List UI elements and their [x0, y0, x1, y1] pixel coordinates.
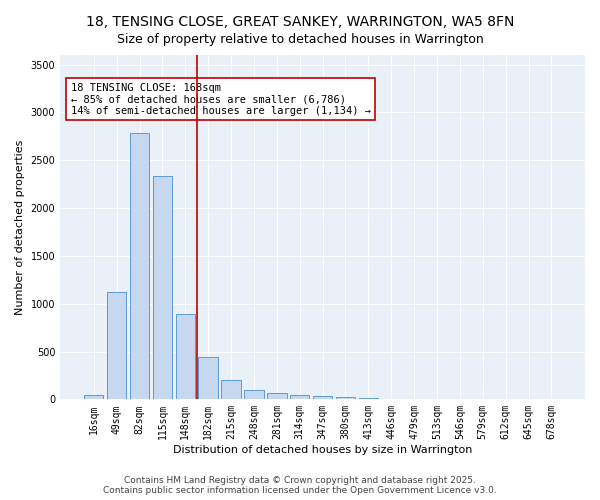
Bar [221, 380, 241, 400]
Text: 18 TENSING CLOSE: 168sqm
← 85% of detached houses are smaller (6,786)
14% of sem: 18 TENSING CLOSE: 168sqm ← 85% of detach… [71, 82, 371, 116]
Bar [152, 176, 172, 400]
Bar [336, 398, 355, 400]
Bar [290, 394, 310, 400]
Bar [199, 357, 218, 400]
Bar [244, 390, 263, 400]
Bar [359, 398, 378, 400]
Bar [130, 134, 149, 400]
Text: Contains HM Land Registry data © Crown copyright and database right 2025.
Contai: Contains HM Land Registry data © Crown c… [103, 476, 497, 495]
Text: Size of property relative to detached houses in Warrington: Size of property relative to detached ho… [116, 32, 484, 46]
Bar [107, 292, 127, 400]
Y-axis label: Number of detached properties: Number of detached properties [15, 140, 25, 315]
Bar [84, 394, 103, 400]
X-axis label: Distribution of detached houses by size in Warrington: Distribution of detached houses by size … [173, 445, 472, 455]
Text: 18, TENSING CLOSE, GREAT SANKEY, WARRINGTON, WA5 8FN: 18, TENSING CLOSE, GREAT SANKEY, WARRING… [86, 15, 514, 29]
Bar [267, 392, 287, 400]
Bar [176, 314, 195, 400]
Bar [313, 396, 332, 400]
